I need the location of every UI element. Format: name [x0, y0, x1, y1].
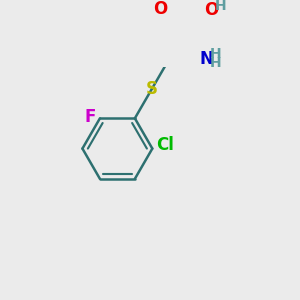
Text: H: H: [210, 56, 221, 70]
Polygon shape: [169, 57, 199, 61]
Text: H: H: [210, 47, 221, 61]
Text: S: S: [146, 80, 158, 98]
Text: Cl: Cl: [156, 136, 174, 154]
Text: H: H: [215, 0, 227, 14]
Text: F: F: [84, 108, 95, 126]
Text: O: O: [205, 2, 219, 20]
Text: O: O: [153, 0, 168, 18]
Text: N: N: [200, 50, 213, 68]
